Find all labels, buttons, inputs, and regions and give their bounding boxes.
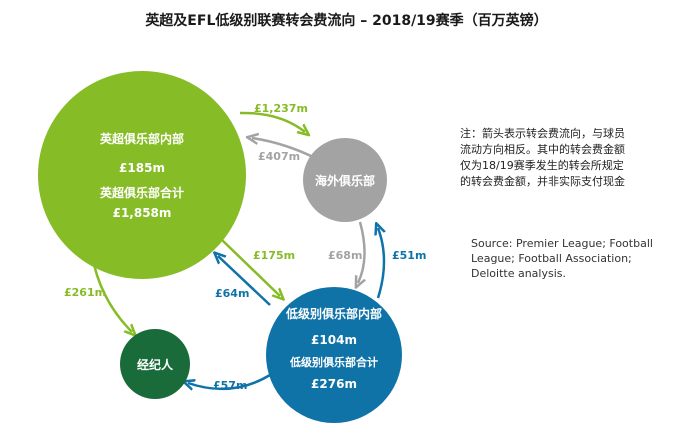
efl-node-total: £276m [311,377,357,391]
overseas-node-name: 海外俱乐部 [315,173,375,188]
premier-node-name: 英超俱乐部内部 [100,131,184,146]
agents-node [120,329,190,399]
efl-node-name: 低级别俱乐部内部 [285,306,382,321]
flow-label-premier-to-efl: £175m [253,249,295,262]
flow-label-efl-to-premier: £64m [215,287,249,300]
premier-node-total: £1,858m [113,206,172,220]
premier-league-node [38,71,246,279]
overseas-clubs-node [303,138,387,222]
diagram-title: 英超及EFL低级别联赛转会费流向 – 2018/19赛季（百万英镑） [145,13,548,29]
efl-clubs-node [266,287,402,423]
arrow-premier-to-efl [221,239,280,296]
arrow-overseas-to-efl [358,221,365,283]
flow-label-premier-to-agents: £261m [64,286,106,299]
efl-node-internal: £104m [311,333,357,347]
premier-node-total-label: 英超俱乐部合计 [100,185,184,200]
arrow-overseas-to-premier [252,138,316,160]
arrow-efl-to-agents [188,373,271,389]
flow-label-efl-to-agents: £57m [213,379,247,392]
flow-label-premier-to-overseas: £1,237m [254,102,308,115]
premier-node-internal: £185m [119,161,165,175]
agents-node-name: 经纪人 [137,357,174,372]
flow-label-efl-to-overseas: £51m [392,249,426,262]
arrow-efl-to-premier [218,256,271,306]
arrow-premier-to-overseas [239,111,305,132]
footnote-text: 注：箭头表示转会费流向，与球员 流动方向相反。其中的转会费金额 仅为18/19赛… [460,127,625,188]
flow-label-overseas-to-efl: £68m [328,249,362,262]
efl-node-total-label: 低级别俱乐部合计 [289,355,378,369]
arrow-efl-to-overseas [378,228,384,299]
flow-label-overseas-to-premier: £407m [258,150,300,163]
source-text: Source: Premier League; Football League;… [471,237,653,280]
